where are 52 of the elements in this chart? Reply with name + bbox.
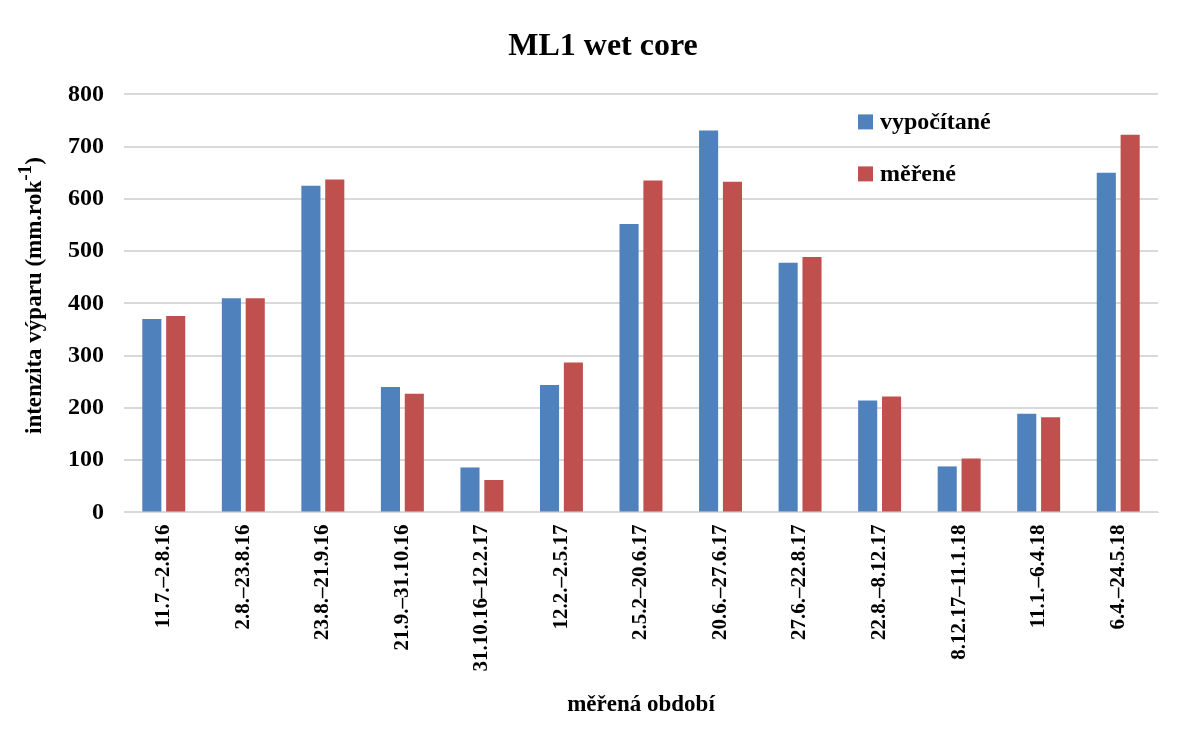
chart-title: ML1 wet core (508, 26, 698, 63)
x-tick-label: 21.9.–31.10.16 (388, 524, 413, 651)
bar (699, 130, 719, 512)
x-tick-label: 27.6.–22.8.17 (786, 524, 811, 640)
bar (1096, 172, 1116, 512)
bar (961, 458, 981, 512)
bar (1041, 417, 1061, 512)
bar (325, 179, 345, 512)
y-tick-label: 400 (68, 288, 104, 315)
y-tick-label: 100 (68, 445, 104, 472)
bar (858, 400, 878, 512)
bar (619, 223, 639, 512)
y-tick-label: 700 (68, 131, 104, 158)
y-tick-label: 600 (68, 184, 104, 211)
x-axis-title: měřená období (567, 691, 716, 717)
x-tick-label: 11.1.–6.4.18 (1025, 524, 1050, 629)
y-tick-label: 800 (68, 79, 104, 106)
bar (1017, 413, 1037, 512)
bar (380, 387, 400, 512)
y-tick-label: 0 (92, 497, 104, 524)
x-tick-label: 2.5.2–20.6.17 (627, 524, 652, 640)
bar (166, 315, 186, 512)
legend-label: měřené (880, 159, 957, 186)
bar (563, 362, 583, 512)
bar (802, 256, 822, 512)
bar (221, 298, 241, 512)
y-tick-label: 300 (68, 340, 104, 367)
x-tick-label: 31.10.16–12.2.17 (468, 524, 493, 672)
bar (404, 393, 424, 512)
x-tick-label: 23.8.–21.9.16 (309, 524, 334, 640)
bar (142, 319, 162, 512)
x-tick-label: 12.2.–2.5.17 (547, 524, 572, 630)
bar (643, 180, 663, 512)
legend-label: vypočítané (880, 107, 992, 134)
bar (484, 480, 504, 512)
x-tick-label: 22.8.–8.12.17 (866, 524, 891, 640)
bar (245, 298, 265, 512)
bar (1120, 134, 1140, 512)
x-tick-label: 6.4.–24.5.18 (1104, 524, 1129, 630)
bar (882, 396, 902, 512)
bar (937, 466, 957, 512)
x-tick-label: 2.8.–23.8.16 (229, 524, 254, 630)
x-tick-label: 20.6.–27.6.17 (706, 524, 731, 640)
y-tick-label: 200 (68, 393, 104, 420)
bar (301, 185, 321, 512)
x-tick-label: 11.7.–2.8.16 (150, 524, 175, 629)
bar (722, 181, 743, 512)
x-tick-label: 8.12.17–11.1.18 (945, 524, 970, 660)
bar (778, 262, 798, 512)
bar (460, 467, 480, 512)
bar (539, 384, 560, 512)
y-tick-label: 500 (68, 236, 104, 263)
